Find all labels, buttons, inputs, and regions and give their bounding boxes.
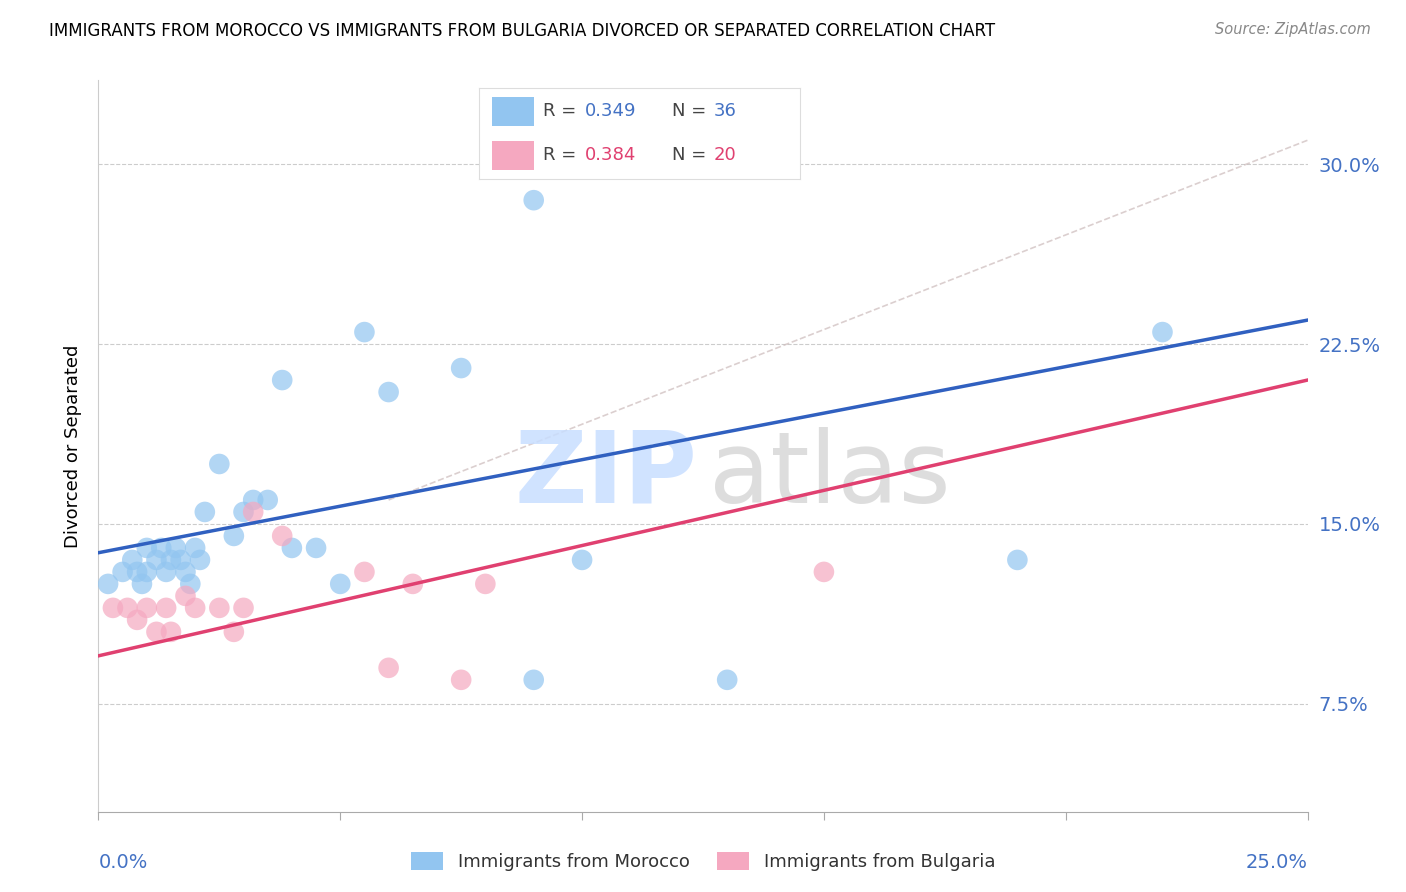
Point bbox=[271, 373, 294, 387]
Point bbox=[377, 385, 399, 400]
Point bbox=[145, 553, 167, 567]
Point bbox=[194, 505, 217, 519]
Text: 25.0%: 25.0% bbox=[1246, 854, 1308, 872]
Point bbox=[402, 577, 425, 591]
Point bbox=[101, 600, 124, 615]
Point bbox=[121, 553, 143, 567]
Point bbox=[111, 565, 134, 579]
Point bbox=[155, 565, 177, 579]
Text: Source: ZipAtlas.com: Source: ZipAtlas.com bbox=[1215, 22, 1371, 37]
Point bbox=[135, 565, 157, 579]
Point bbox=[208, 600, 231, 615]
Point bbox=[127, 565, 149, 579]
Point bbox=[165, 541, 187, 555]
Legend: Immigrants from Morocco, Immigrants from Bulgaria: Immigrants from Morocco, Immigrants from… bbox=[404, 845, 1002, 879]
Text: 0.0%: 0.0% bbox=[98, 854, 148, 872]
Point bbox=[353, 325, 375, 339]
Point bbox=[281, 541, 304, 555]
Point bbox=[813, 565, 835, 579]
Point bbox=[222, 624, 245, 639]
Point bbox=[523, 673, 546, 687]
Point bbox=[174, 589, 197, 603]
Point bbox=[571, 553, 593, 567]
Point bbox=[135, 600, 157, 615]
Point bbox=[188, 553, 211, 567]
Point bbox=[184, 600, 207, 615]
Point bbox=[208, 457, 231, 471]
Text: atlas: atlas bbox=[709, 426, 950, 524]
Point bbox=[305, 541, 328, 555]
Point bbox=[145, 624, 167, 639]
Point bbox=[242, 505, 264, 519]
Point bbox=[256, 492, 278, 507]
Point bbox=[160, 553, 183, 567]
Point bbox=[474, 577, 496, 591]
Point bbox=[232, 600, 254, 615]
Point bbox=[160, 624, 183, 639]
Text: IMMIGRANTS FROM MOROCCO VS IMMIGRANTS FROM BULGARIA DIVORCED OR SEPARATED CORREL: IMMIGRANTS FROM MOROCCO VS IMMIGRANTS FR… bbox=[49, 22, 995, 40]
Point bbox=[353, 565, 375, 579]
Point bbox=[242, 492, 264, 507]
Y-axis label: Divorced or Separated: Divorced or Separated bbox=[63, 344, 82, 548]
Point bbox=[450, 673, 472, 687]
Text: ZIP: ZIP bbox=[515, 426, 697, 524]
Point bbox=[135, 541, 157, 555]
Point bbox=[131, 577, 153, 591]
Point bbox=[1152, 325, 1174, 339]
Point bbox=[174, 565, 197, 579]
Point bbox=[97, 577, 120, 591]
Point bbox=[329, 577, 352, 591]
Point bbox=[222, 529, 245, 543]
Point bbox=[155, 600, 177, 615]
Point bbox=[1007, 553, 1029, 567]
Point bbox=[179, 577, 201, 591]
Point bbox=[716, 673, 738, 687]
Point bbox=[271, 529, 294, 543]
Point bbox=[150, 541, 173, 555]
Point bbox=[450, 361, 472, 376]
Point bbox=[169, 553, 191, 567]
Point bbox=[117, 600, 139, 615]
Point bbox=[232, 505, 254, 519]
Point bbox=[184, 541, 207, 555]
Point bbox=[377, 661, 399, 675]
Point bbox=[127, 613, 149, 627]
Point bbox=[523, 193, 546, 207]
